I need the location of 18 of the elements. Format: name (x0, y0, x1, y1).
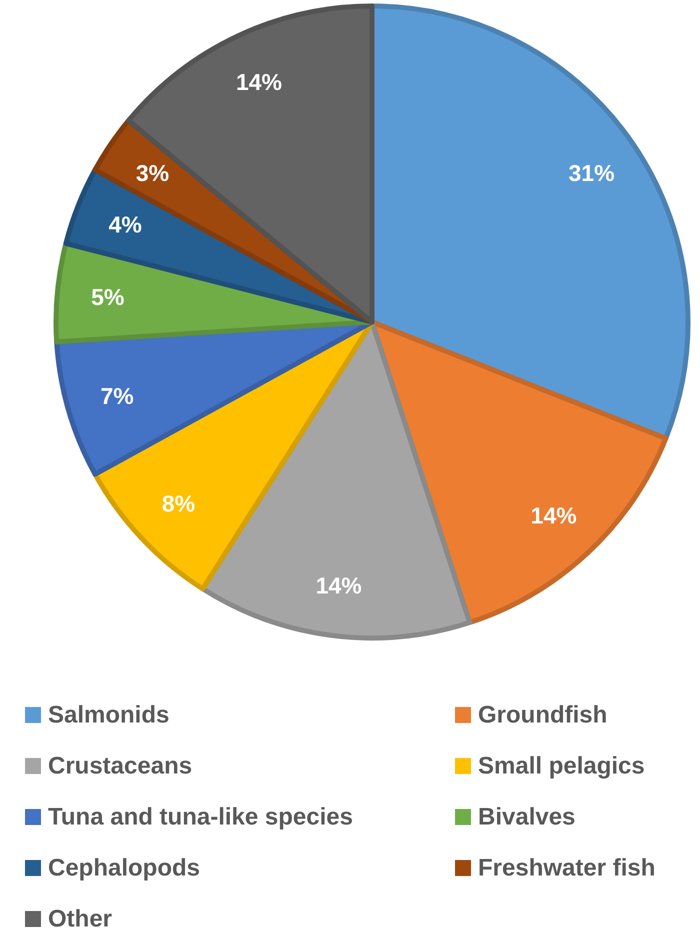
legend-label: Small pelagics (478, 752, 645, 780)
data-label: 8% (162, 490, 196, 517)
legend-label: Tuna and tuna-like species (48, 804, 353, 830)
legend-label: Crustaceans (48, 752, 192, 780)
data-label: 3% (136, 160, 170, 186)
legend-label: Freshwater fish (478, 854, 656, 882)
legend-label: Bivalves (478, 804, 576, 830)
legend-label: Cephalopods (48, 854, 200, 882)
data-label: 4% (108, 211, 142, 238)
data-label: 5% (91, 284, 124, 310)
data-label: 14% (236, 68, 282, 95)
legend-label: Salmonids (48, 702, 170, 728)
data-label: 14% (316, 572, 362, 598)
data-label: 31% (568, 160, 615, 186)
data-label: 7% (100, 383, 134, 410)
legend-label: Other (48, 906, 112, 932)
data-label: 14% (530, 502, 577, 528)
legend-label: Groundfish (478, 702, 608, 728)
